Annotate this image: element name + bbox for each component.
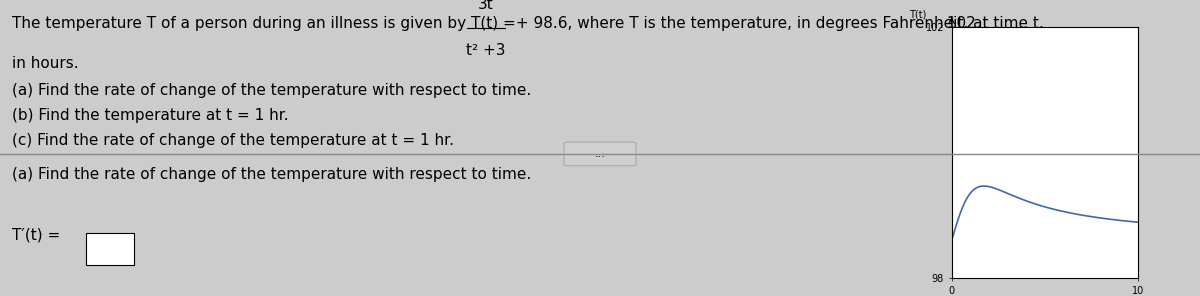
Text: T′(t) =: T′(t) =: [12, 227, 60, 242]
Text: (c) Find the rate of change of the temperature at t = 1 hr.: (c) Find the rate of change of the tempe…: [12, 133, 454, 148]
FancyBboxPatch shape: [86, 234, 134, 265]
Text: + 98.6, where T is the temperature, in degrees Fahrenheit, at time t,: + 98.6, where T is the temperature, in d…: [511, 16, 1044, 31]
Text: 3t: 3t: [478, 0, 494, 12]
FancyBboxPatch shape: [564, 142, 636, 166]
Text: The temperature T of a person during an illness is given by T(t) =: The temperature T of a person during an …: [12, 16, 521, 31]
Text: (a) Find the rate of change of the temperature with respect to time.: (a) Find the rate of change of the tempe…: [12, 83, 532, 99]
Text: t² +3: t² +3: [467, 43, 505, 58]
Text: in hours.: in hours.: [12, 56, 79, 71]
Text: (b) Find the temperature at t = 1 hr.: (b) Find the temperature at t = 1 hr.: [12, 108, 289, 123]
Text: ...: ...: [594, 149, 606, 159]
Text: (a) Find the rate of change of the temperature with respect to time.: (a) Find the rate of change of the tempe…: [12, 168, 532, 183]
Y-axis label: T(t): T(t): [910, 9, 926, 19]
Text: 102: 102: [942, 16, 976, 31]
